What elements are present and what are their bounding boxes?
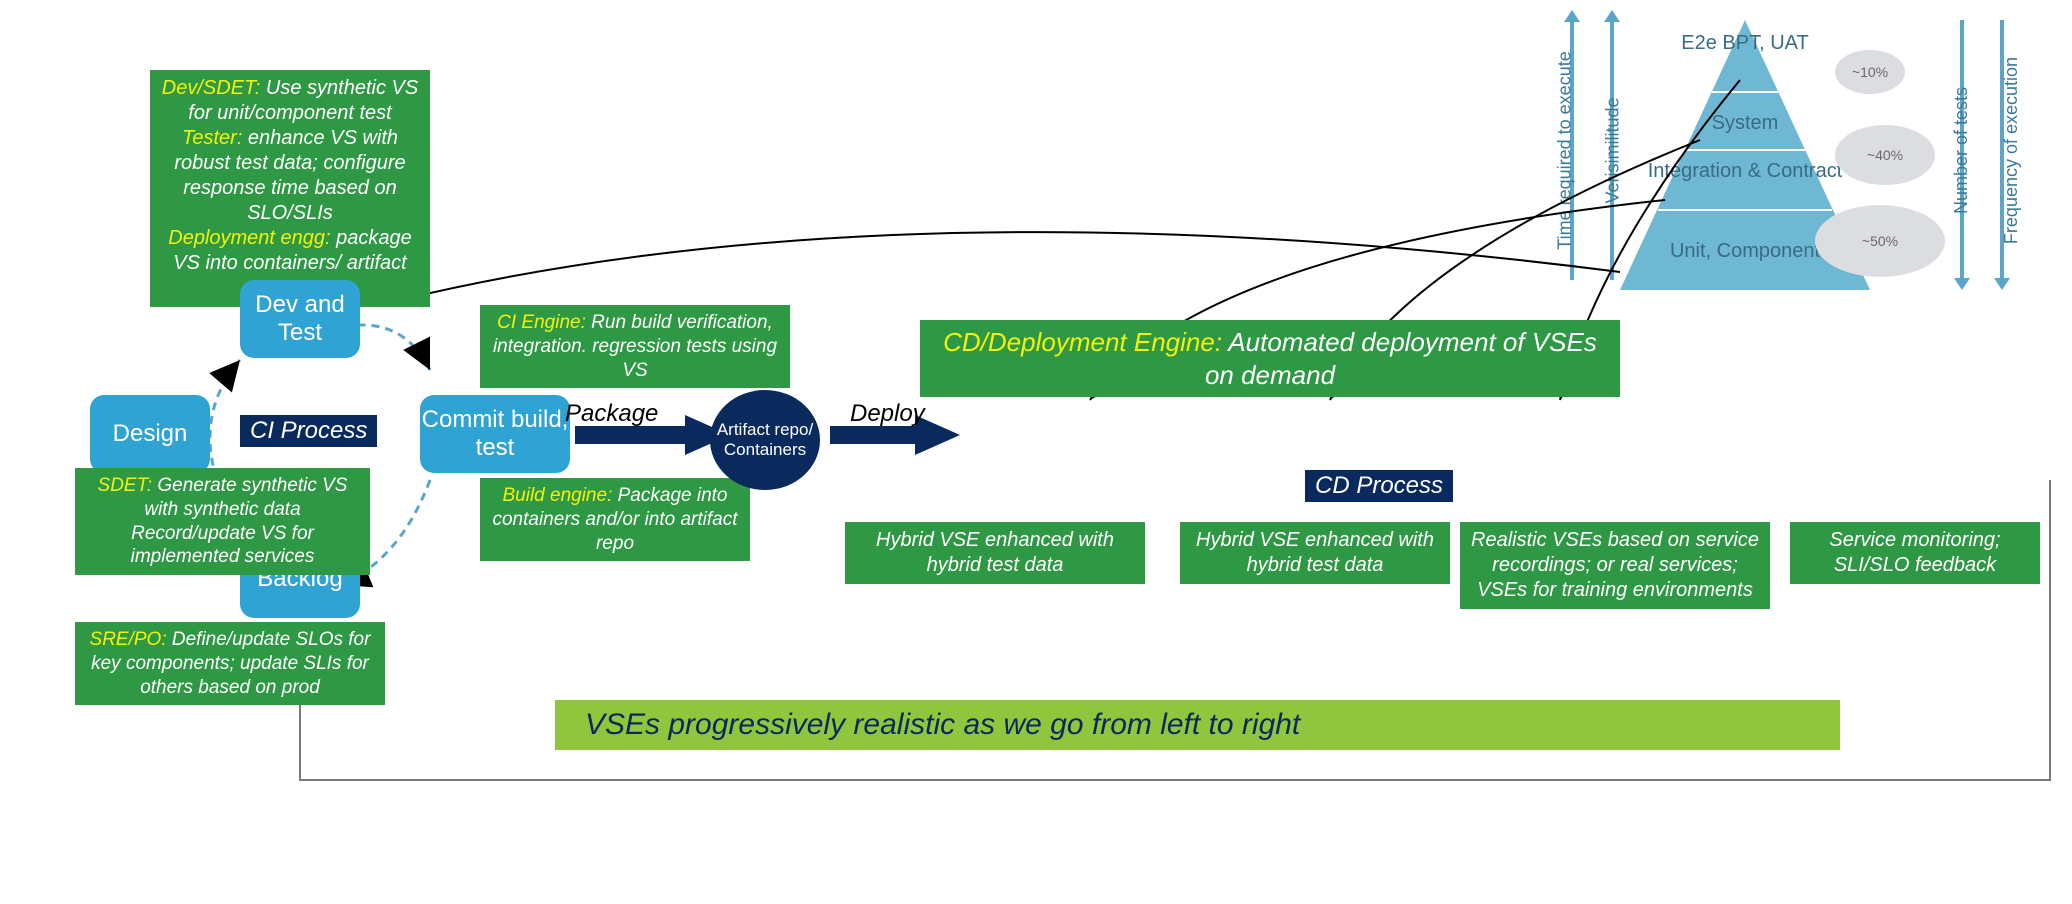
pyramid-right-label-1: Number of tests — [1951, 87, 1972, 214]
callout-system: Hybrid VSE enhanced with hybrid test dat… — [1180, 522, 1450, 584]
callout-ci-engine: CI Engine: Run build verification, integ… — [480, 305, 790, 388]
pyramid-level-1: System — [1645, 112, 1845, 135]
label-ci-process: CI Process — [240, 415, 377, 447]
node-dev-test: Dev and Test — [240, 280, 360, 358]
chevron-preprod-label: Pre-prod — [1531, 438, 1680, 470]
node-commit: Commit build, test — [420, 395, 570, 473]
role-ci: CI Engine: — [497, 312, 586, 333]
callout-build-engine: Build engine: Package into containers an… — [480, 478, 750, 561]
chevron-prod: Prod — [1725, 398, 2055, 510]
role-dev: Dev/SDET: — [162, 77, 261, 99]
callout-preprod: Realistic VSEs based on service recordin… — [1460, 522, 1770, 609]
bottom-progress-bar: VSEs progressively realistic as we go fr… — [555, 700, 1840, 750]
role-sdet: SDET: — [98, 475, 153, 496]
pyramid-left-label-2: Verisimilitude — [1603, 97, 1624, 203]
role-depl: Deployment engg: — [168, 227, 330, 249]
chevron-prod-label: Prod — [1840, 438, 1939, 470]
pyramid-region: E2e BPT, UAT System Integration & Contra… — [1560, 10, 2060, 290]
pyramid-pct-2: ~50% — [1815, 205, 1945, 277]
callout-prod: Service monitoring; SLI/SLO feedback — [1790, 522, 2040, 584]
pyramid-right-label-2: Frequency of execution — [2001, 57, 2022, 244]
label-package: Package — [565, 400, 658, 428]
role-tester: Tester: — [182, 127, 242, 149]
text-sdet: Generate synthetic VS with synthetic dat… — [144, 475, 347, 520]
callout-dev-test: Dev/SDET: Use synthetic VS for unit/comp… — [150, 70, 430, 307]
label-cd-process: CD Process — [1305, 470, 1453, 502]
callout-backlog: SRE/PO: Define/update SLOs for key compo… — [75, 622, 385, 705]
text-sdet-2: Record/update VS for implemented service… — [131, 523, 315, 568]
pyramid-pct-0: ~10% — [1835, 50, 1905, 94]
artifact-circle: Artifact repo/ Containers — [710, 390, 820, 490]
callout-cd-engine: CD/Deployment Engine: Automated deployme… — [920, 320, 1620, 397]
chevron-preprod: Pre-prod — [1475, 398, 1735, 510]
role-build: Build engine: — [502, 485, 612, 506]
pyramid-left-label-1: Time required to execute — [1555, 51, 1576, 249]
callout-design: SDET: Generate synthetic VS with synthet… — [75, 468, 370, 575]
chevron-xteam-label: X-Team Integration Test — [955, 422, 1235, 486]
chevron-system-label: System Test — [1259, 438, 1451, 470]
callout-xteam: Hybrid VSE enhanced with hybrid test dat… — [845, 522, 1145, 584]
chevron-xteam: X-Team Integration Test — [955, 398, 1235, 510]
pyramid-pct-1: ~40% — [1835, 125, 1935, 185]
text-cd: Automated deployment of VSEs on demand — [1205, 327, 1597, 390]
role-sre: SRE/PO: — [90, 629, 167, 650]
role-cd: CD/Deployment Engine: — [943, 327, 1222, 357]
pyramid-level-2: Integration & Contract — [1645, 160, 1845, 183]
label-deploy: Deploy — [850, 400, 925, 428]
pyramid-level-0: E2e BPT, UAT — [1645, 32, 1845, 55]
node-design: Design — [90, 395, 210, 473]
